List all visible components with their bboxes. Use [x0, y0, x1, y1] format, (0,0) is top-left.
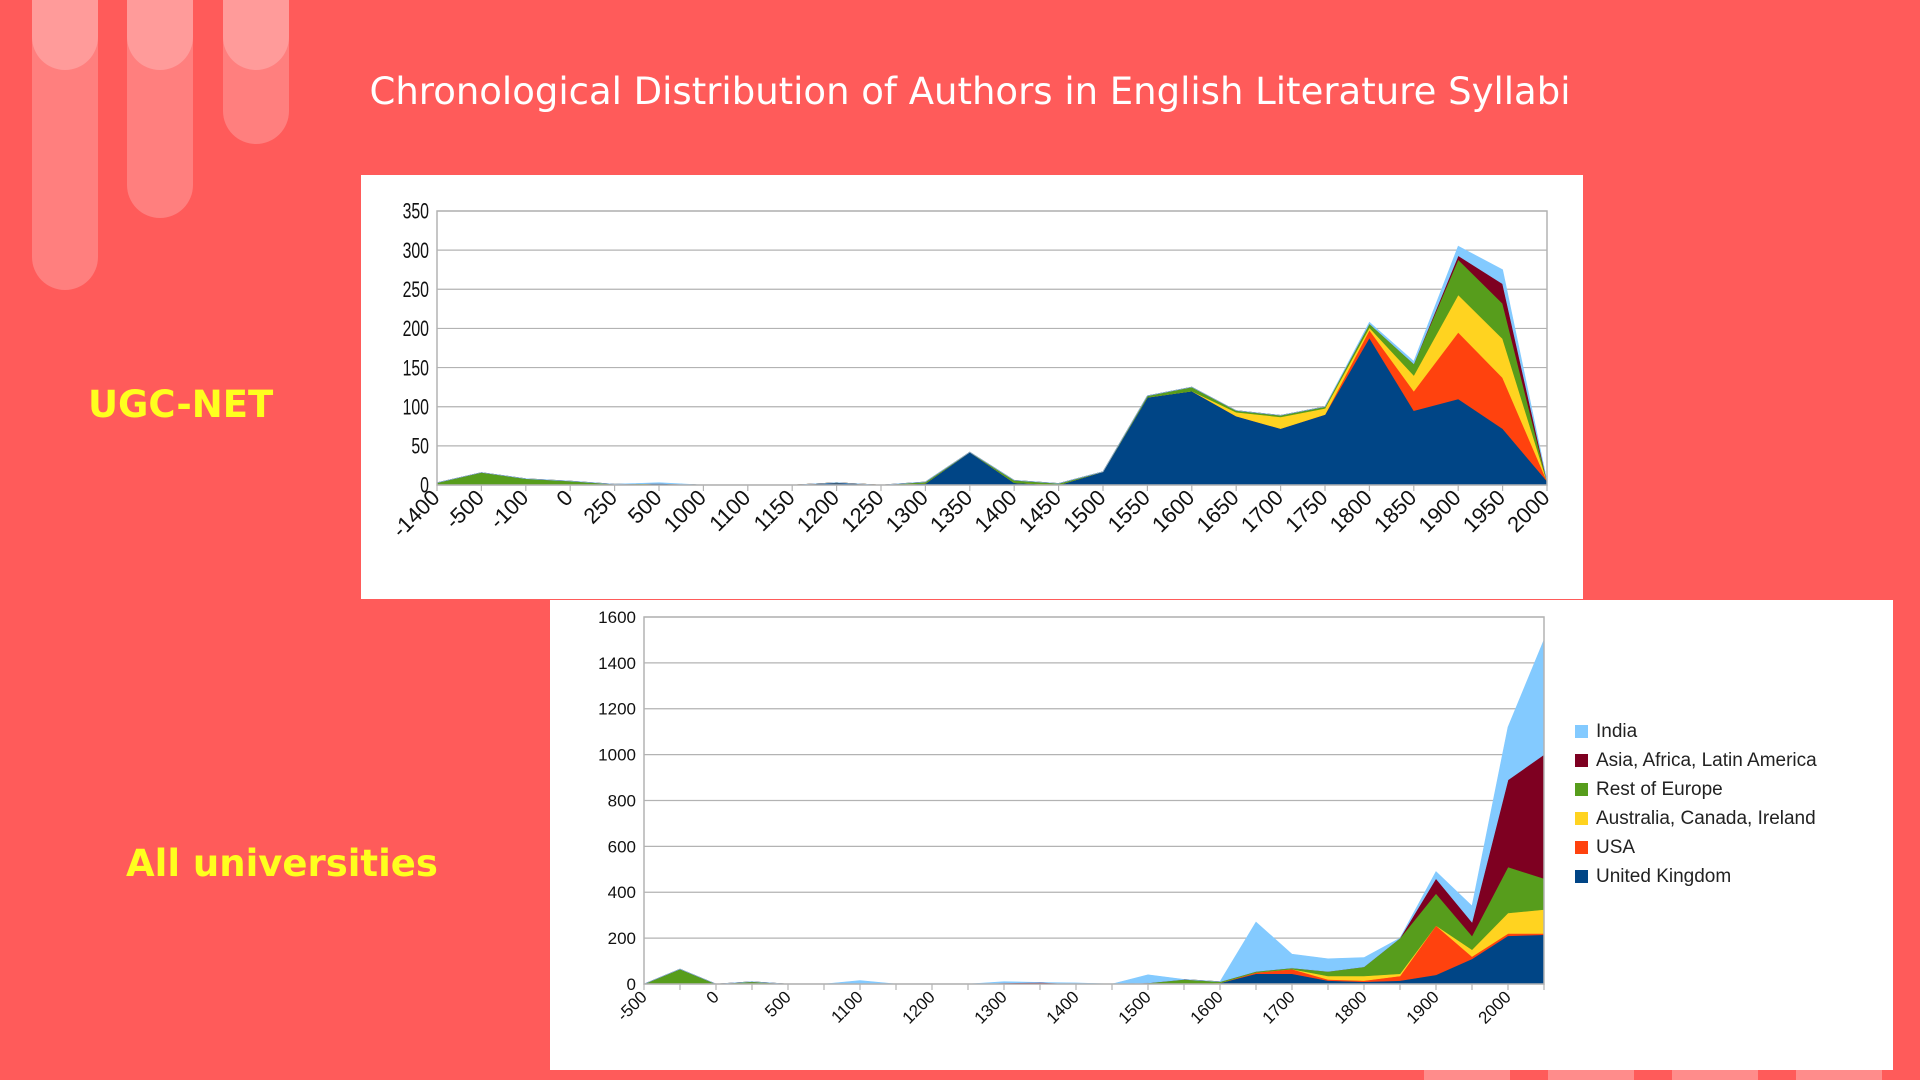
x-tick-label: 1300	[971, 987, 1011, 1027]
decorative-strip-2	[1548, 1068, 1634, 1080]
decorative-bar-5	[223, 0, 289, 70]
x-tick-label: 1700	[1236, 485, 1288, 537]
legend-item: India	[1575, 717, 1817, 746]
x-tick-label: 1600	[1147, 485, 1199, 537]
y-tick-label: 100	[403, 396, 429, 420]
x-tick-label: -100	[485, 485, 534, 534]
x-tick-label: 0	[703, 987, 723, 1007]
x-tick-label: 1400	[1043, 987, 1083, 1027]
x-tick-label: 1250	[836, 485, 888, 537]
plot-frame	[643, 616, 1545, 985]
legend-swatch	[1575, 812, 1588, 825]
y-tick-label: 50	[411, 435, 429, 459]
decorative-strip-4	[1796, 1068, 1882, 1080]
legend-swatch	[1575, 725, 1588, 738]
x-tick-label: 250	[578, 485, 622, 529]
legend-item: Australia, Canada, Ireland	[1575, 804, 1817, 833]
legend-item: Asia, Africa, Latin America	[1575, 746, 1817, 775]
chart-legend: India Asia, Africa, Latin America Rest of …	[1575, 717, 1817, 891]
legend-item: Rest of Europe	[1575, 775, 1817, 804]
x-tick-label: 1100	[704, 485, 755, 536]
x-tick-label: 1350	[925, 485, 977, 537]
x-tick-label: 1100	[828, 987, 867, 1026]
x-tick-label: 1200	[899, 987, 939, 1027]
x-tick-label: 0	[551, 485, 577, 511]
x-tick-label: 1400	[969, 485, 1021, 537]
y-tick-label: 1400	[598, 654, 636, 673]
x-tick-label: 1150	[749, 485, 800, 536]
y-tick-label: 200	[403, 318, 429, 342]
chart-ugc-net-panel: 0 50 100 150 200 250 300 350 -1400 -500 -100 0 250 50…	[361, 175, 1583, 599]
x-tick-label: 2000	[1502, 485, 1554, 537]
plot-frame	[436, 210, 1548, 486]
x-tick-label: 1900	[1413, 485, 1465, 537]
decorative-strip-1	[1424, 1068, 1510, 1080]
legend-swatch	[1575, 783, 1588, 796]
legend-label: USA	[1596, 836, 1636, 858]
legend-label: India	[1596, 720, 1638, 742]
x-tick-label: 1700	[1259, 987, 1299, 1027]
label-all-universities: All universities	[126, 842, 438, 885]
x-tick-label: 1650	[1191, 485, 1243, 537]
x-tick-label: 1500	[1058, 485, 1110, 537]
x-tick-label: 500	[761, 987, 794, 1020]
y-tick-label: 200	[608, 929, 636, 948]
legend-item: United Kingdom	[1575, 862, 1817, 891]
y-tick-label: 1200	[598, 700, 636, 719]
x-tick-label: -500	[440, 485, 489, 534]
decorative-bar-1	[32, 0, 98, 70]
x-tick-label: 2000	[1475, 987, 1515, 1027]
legend-item: USA	[1575, 833, 1817, 862]
y-tick-label: 300	[403, 239, 429, 263]
x-tick-label: 1300	[881, 485, 933, 537]
x-tick-label: -500	[613, 987, 650, 1024]
x-tick-label: 1750	[1280, 485, 1332, 537]
y-tick-label: 150	[403, 357, 429, 381]
y-tick-label: 600	[608, 837, 636, 856]
legend-label: Rest of Europe	[1596, 778, 1723, 800]
legend-label: United Kingdom	[1596, 865, 1732, 887]
x-tick-label: 1950	[1458, 485, 1510, 537]
x-tick-label: 1900	[1403, 987, 1443, 1027]
y-tick-label: 0	[420, 474, 429, 498]
x-tick-label: 1000	[659, 485, 711, 537]
x-tick-label: -1400	[387, 485, 444, 542]
y-tick-label: 350	[403, 200, 429, 224]
series-area-united-kingdom	[437, 337, 1548, 486]
y-tick-label: 1600	[598, 608, 636, 627]
x-tick-label: 1600	[1187, 987, 1227, 1027]
label-ugc-net: UGC-NET	[88, 383, 274, 426]
legend-swatch	[1575, 870, 1588, 883]
x-tick-label: 1550	[1103, 485, 1155, 537]
decorative-strip-3	[1672, 1068, 1758, 1080]
y-tick-label: 250	[403, 279, 429, 303]
decorative-bar-2	[32, 0, 98, 290]
x-tick-label: 1850	[1369, 485, 1421, 537]
legend-swatch	[1575, 754, 1588, 767]
x-tick-label: 1450	[1014, 485, 1066, 537]
x-tick-label: 1800	[1331, 987, 1371, 1027]
decorative-bar-3	[127, 0, 193, 70]
x-tick-label: 1200	[792, 485, 844, 537]
y-tick-label: 800	[608, 791, 636, 810]
decorative-bar-4	[127, 0, 193, 218]
chart-all-universities-panel: 0 200 400 600 800 1000 1200 1400 1600 -500 0 500 110…	[550, 600, 1893, 1070]
legend-label: Australia, Canada, Ireland	[1596, 807, 1816, 829]
legend-label: Asia, Africa, Latin America	[1596, 749, 1817, 771]
y-tick-label: 400	[608, 883, 636, 902]
y-tick-label: 1000	[598, 746, 636, 765]
legend-swatch	[1575, 841, 1588, 854]
x-tick-label: 1800	[1325, 485, 1377, 537]
y-tick-label: 0	[627, 975, 636, 994]
decorative-bar-6	[223, 0, 289, 144]
slide-title: Chronological Distribution of Authors in…	[369, 70, 1571, 113]
x-tick-label: 1500	[1115, 987, 1155, 1027]
